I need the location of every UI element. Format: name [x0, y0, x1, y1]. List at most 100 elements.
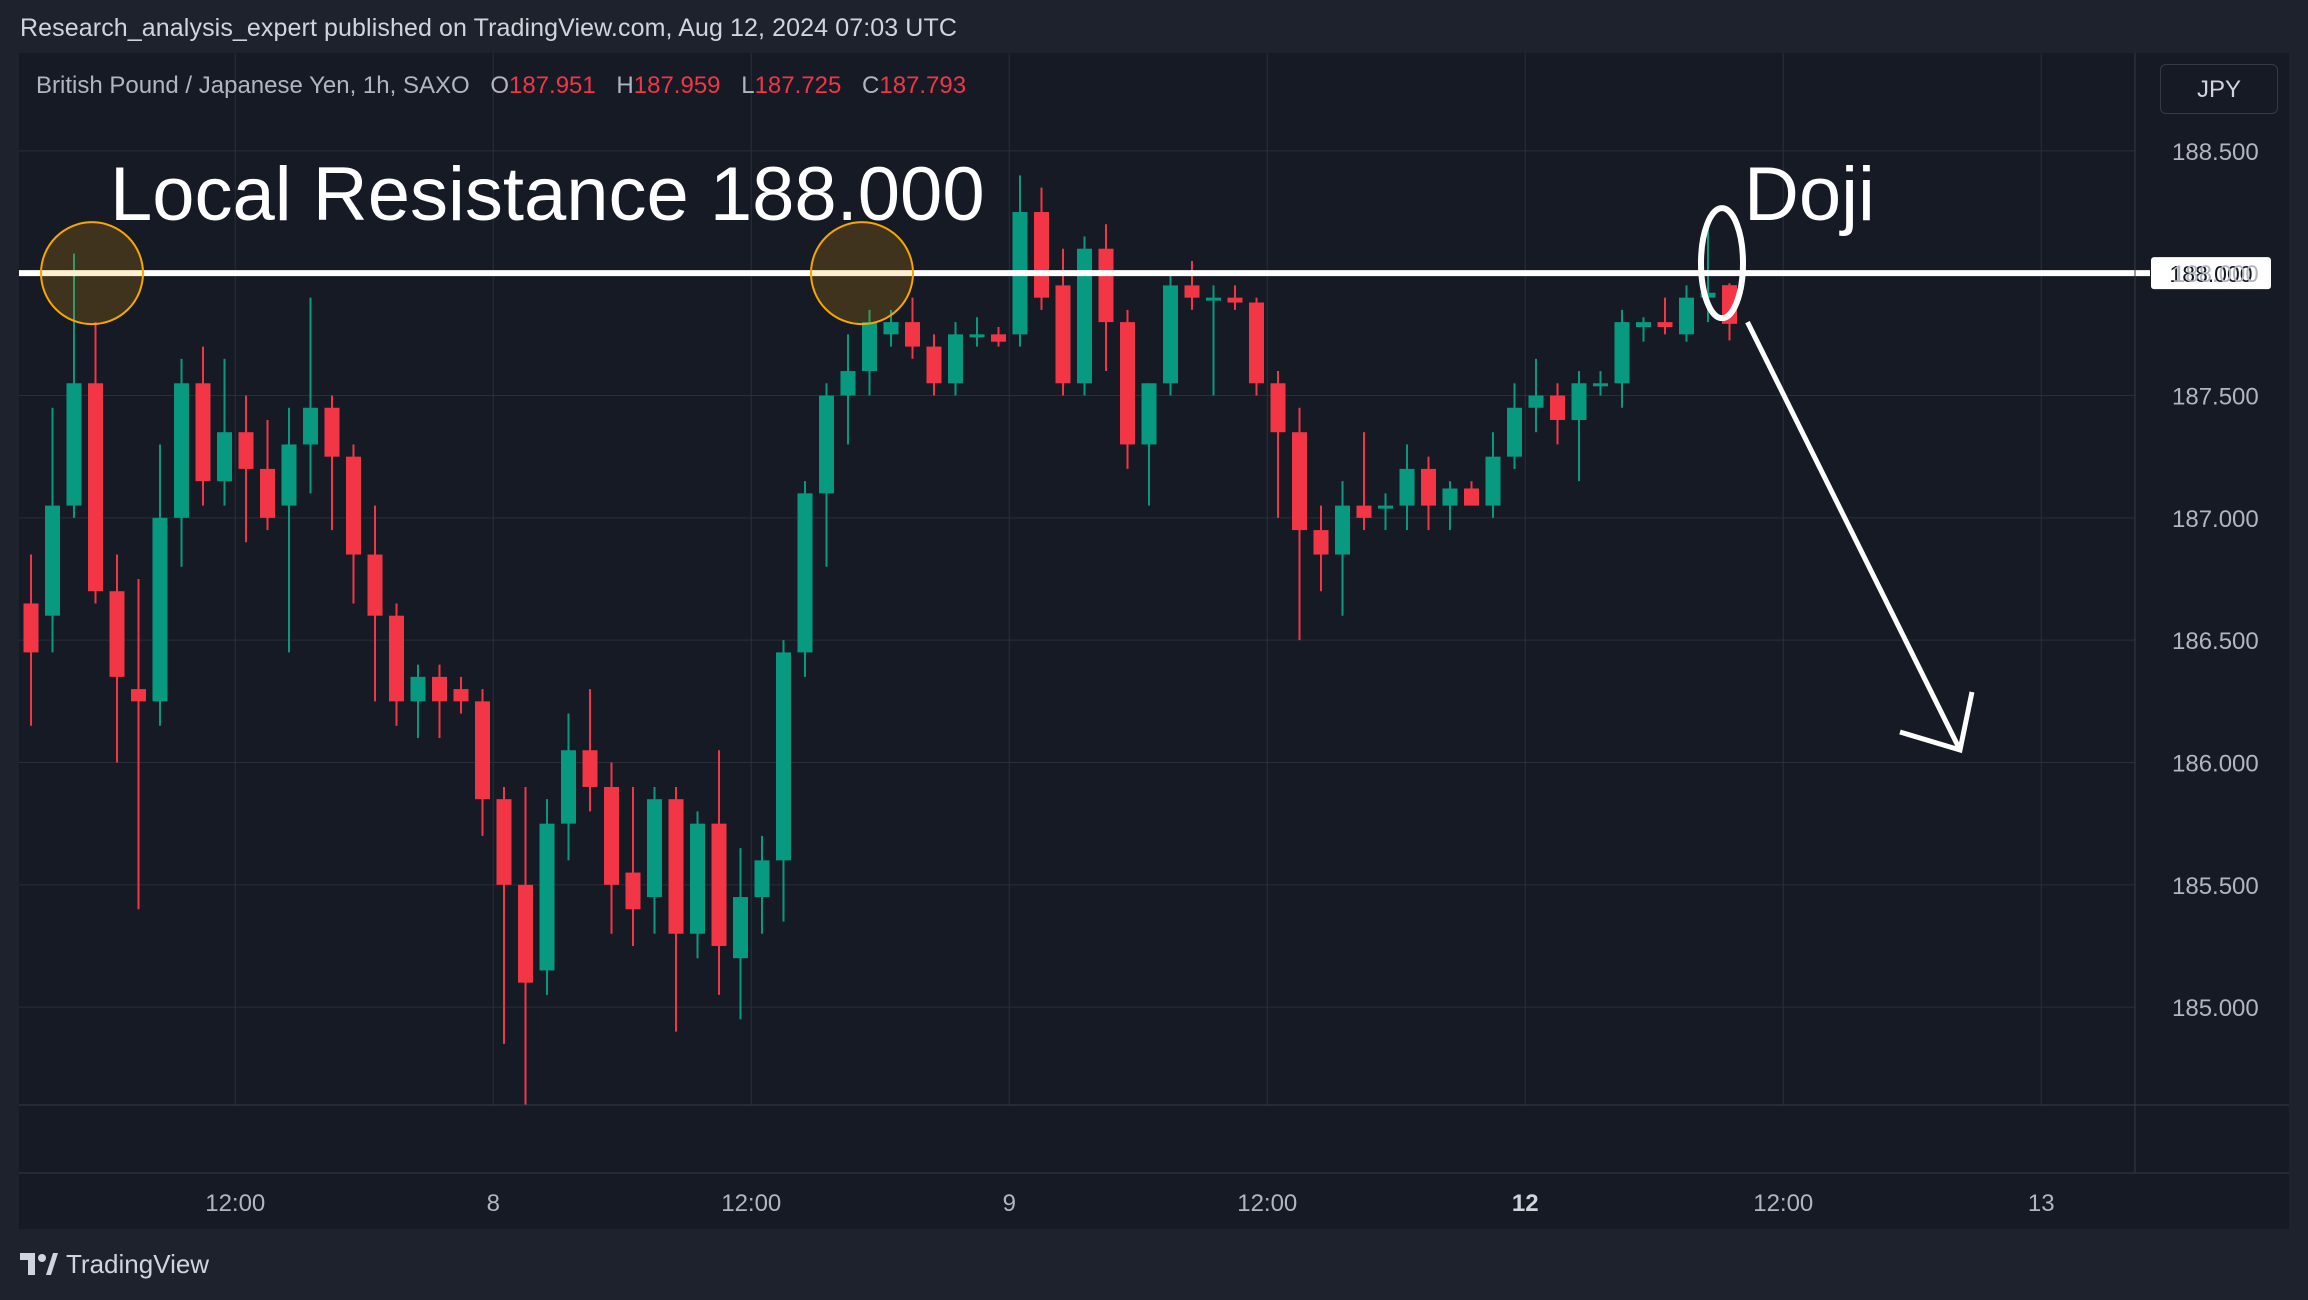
candle	[1141, 383, 1157, 506]
candle-body	[174, 383, 189, 518]
candle	[1593, 371, 1608, 396]
tradingview-logo[interactable]: TradingView	[20, 1248, 209, 1280]
candle	[948, 322, 963, 396]
candle-body	[475, 701, 490, 800]
candle-body	[324, 407, 340, 457]
high-value: 187.959	[633, 72, 721, 99]
candle	[195, 346, 211, 506]
resistance-price-tag	[2151, 257, 2271, 290]
candle	[797, 481, 813, 677]
candle	[647, 786, 662, 934]
candle	[539, 799, 555, 995]
candle	[281, 407, 297, 653]
candle	[733, 848, 748, 1020]
candle-body	[625, 872, 641, 910]
x-tick-label: 12:00	[721, 1190, 781, 1217]
candle	[1528, 358, 1544, 433]
candle	[776, 640, 791, 922]
candle-body	[1055, 285, 1071, 384]
candle-body	[195, 383, 211, 482]
candle	[1077, 236, 1092, 396]
candle-body	[1077, 248, 1092, 384]
candle	[238, 395, 254, 543]
candle	[432, 664, 447, 739]
candle	[410, 664, 426, 739]
candle	[1464, 481, 1479, 506]
candle-body	[66, 383, 82, 506]
candle-body	[281, 444, 297, 506]
candle-body	[1292, 432, 1307, 531]
candle-body	[991, 334, 1006, 342]
candle-body	[1571, 383, 1587, 420]
tradingview-logo-icon	[20, 1253, 58, 1275]
candle	[819, 383, 834, 567]
y-tick-label: 187.000	[2172, 506, 2259, 533]
candle-body	[1485, 456, 1501, 506]
candle	[1034, 187, 1049, 310]
candle	[1184, 260, 1200, 310]
candle	[1335, 481, 1350, 616]
candle	[324, 395, 340, 531]
high-label: H	[616, 72, 634, 99]
candles-layer	[23, 175, 1737, 1105]
candle-body	[1507, 407, 1522, 457]
candle-body	[711, 823, 727, 946]
candle	[174, 358, 189, 567]
bearish-arrow-shaft	[1745, 321, 1963, 752]
candle	[668, 786, 684, 1032]
candle	[991, 327, 1006, 347]
candle	[152, 444, 168, 726]
resistance-price-label: 188.000	[2169, 261, 2252, 287]
low-label: L	[741, 72, 755, 99]
candle-body	[389, 615, 404, 702]
brand-name: TradingView	[66, 1248, 210, 1279]
candle	[1356, 432, 1372, 531]
candle-body	[862, 322, 877, 372]
candle	[1378, 493, 1393, 531]
candle	[711, 750, 727, 995]
x-tick-label: 9	[1003, 1190, 1016, 1217]
candle-body	[819, 395, 834, 494]
candle-body	[1163, 285, 1178, 384]
resistance-touch-circle	[40, 221, 144, 326]
candle-body	[1679, 297, 1694, 335]
bearish-arrow-head	[1899, 691, 1975, 754]
candle-body	[1227, 297, 1243, 303]
symbol-legend: British Pound / Japanese Yen, 1h, SAXO O…	[36, 72, 980, 100]
candle-body	[1464, 488, 1479, 506]
candle-body	[1034, 212, 1049, 298]
candle-body	[518, 884, 533, 983]
candle	[1206, 285, 1221, 396]
currency-button[interactable]: JPY	[2160, 64, 2278, 114]
candle-body	[561, 750, 576, 824]
candle	[1679, 285, 1694, 342]
candle-body	[131, 689, 146, 702]
candle-body	[1593, 383, 1608, 387]
candle-body	[1098, 248, 1114, 323]
candle-body	[23, 603, 39, 653]
candle-body	[1184, 285, 1200, 298]
close-label: C	[862, 72, 880, 99]
candle-body	[260, 468, 275, 518]
candle-body	[88, 383, 103, 592]
candle-body	[690, 823, 705, 934]
candle-body	[1614, 322, 1630, 384]
candle-body	[1636, 322, 1651, 328]
candle-body	[1270, 383, 1286, 433]
y-tick-label: 187.500	[2172, 384, 2259, 411]
candle	[45, 407, 60, 653]
candle	[1550, 383, 1565, 445]
candle	[1163, 273, 1178, 396]
candle	[23, 554, 39, 726]
candle	[1571, 371, 1587, 482]
open-value: 187.951	[508, 72, 596, 99]
candle	[1313, 505, 1329, 592]
candle-body	[754, 860, 770, 898]
candle	[109, 554, 125, 763]
candle	[1657, 297, 1673, 335]
candle	[453, 676, 469, 714]
candle	[1507, 383, 1522, 469]
candle	[1442, 481, 1458, 531]
resistance-touch-circle	[810, 221, 914, 326]
